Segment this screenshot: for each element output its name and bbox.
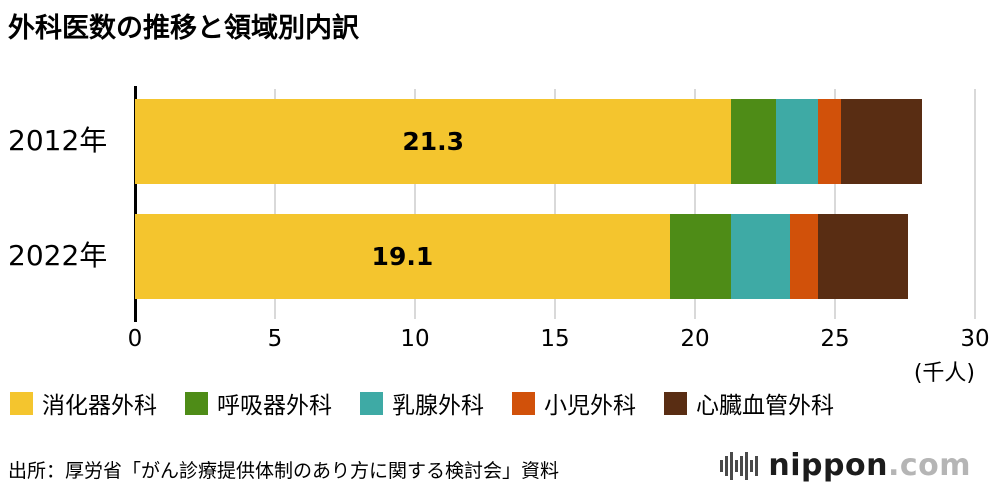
gridline <box>974 89 976 319</box>
gridline <box>414 89 416 319</box>
bar-segment-小児外科 <box>818 99 841 184</box>
gridline <box>694 89 696 319</box>
x-tick-label: 25 <box>820 326 850 352</box>
x-tick-label: 15 <box>540 326 570 352</box>
legend-label: 心臓血管外科 <box>696 393 834 419</box>
bar-segment-乳腺外科 <box>731 214 791 299</box>
gridline <box>834 89 836 319</box>
nippon-logo-text: nippon.com <box>768 448 971 483</box>
legend-label: 小児外科 <box>544 393 636 419</box>
category-label: 2022年 <box>8 239 108 272</box>
x-tick-label: 0 <box>127 326 143 352</box>
bar-segment-乳腺外科 <box>776 99 819 184</box>
nippon-logo-icon <box>720 450 759 482</box>
legend-label: 乳腺外科 <box>392 393 484 419</box>
legend: 消化器外科 呼吸器外科 乳腺外科 小児外科 心臓血管外科 <box>8 386 975 420</box>
legend-swatch <box>512 391 535 415</box>
chart-title: 外科医数の推移と領域別内訳 <box>8 13 359 44</box>
legend-swatch <box>185 391 208 415</box>
legend-item: 小児外科 <box>512 386 636 420</box>
x-tick-label: 10 <box>400 326 430 352</box>
stacked-bar-chart: (千人) 0 5 10 15 20 25 30 2012年 21.3 2022年 19.1 <box>8 54 990 386</box>
source-note: 出所：厚労省「がん診療提供体制のあり方に関する検討会」資料 <box>8 460 560 482</box>
bar-segment-心臓血管外科 <box>840 99 922 184</box>
x-tick-label: 20 <box>680 326 710 352</box>
bar-segment-心臓血管外科 <box>818 214 908 299</box>
bar-segment-呼吸器外科 <box>731 99 777 184</box>
bar-value-label: 19.1 <box>371 242 434 271</box>
x-tick-label: 5 <box>267 326 283 352</box>
bar-segment-消化器外科: 21.3 <box>135 99 732 184</box>
nippon-logo-name: nippon <box>768 448 888 483</box>
bar-segment-呼吸器外科 <box>669 214 732 299</box>
nippon-logo: nippon.com <box>720 448 975 483</box>
category-label: 2012年 <box>8 124 108 157</box>
legend-item: 呼吸器外科 <box>185 386 332 420</box>
bar-value-label: 21.3 <box>402 127 465 156</box>
legend-item: 消化器外科 <box>10 386 157 420</box>
axis-unit-label: (千人) <box>913 361 975 386</box>
gridline <box>554 89 556 319</box>
legend-item: 心臓血管外科 <box>664 386 834 420</box>
legend-label: 呼吸器外科 <box>217 393 332 419</box>
nippon-logo-tld: .com <box>887 448 971 483</box>
footer: 出所：厚労省「がん診療提供体制のあり方に関する検討会」資料 nippon.com <box>8 448 975 483</box>
legend-swatch <box>10 391 33 415</box>
gridline <box>274 89 276 319</box>
legend-item: 乳腺外科 <box>360 386 484 420</box>
y-axis-line <box>134 86 137 322</box>
x-tick-label: 30 <box>960 326 990 352</box>
legend-swatch <box>664 391 687 415</box>
bar-segment-小児外科 <box>790 214 819 299</box>
legend-label: 消化器外科 <box>42 393 157 419</box>
legend-swatch <box>360 391 383 415</box>
bar-segment-消化器外科: 19.1 <box>135 214 670 299</box>
